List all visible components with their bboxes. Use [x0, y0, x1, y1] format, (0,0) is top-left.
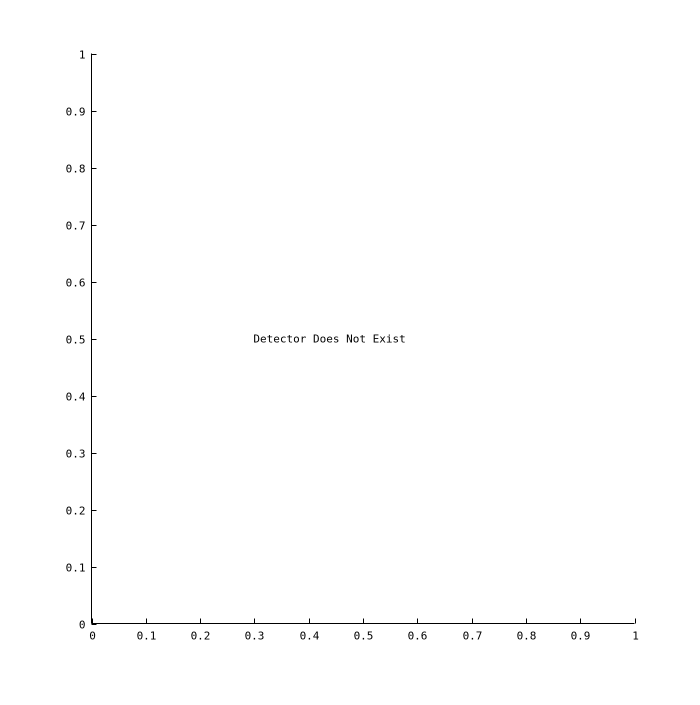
y-tick-label: 0.4	[66, 391, 86, 404]
x-tick-label: 0.7	[463, 630, 483, 643]
y-tick-label: 0.6	[66, 277, 86, 290]
y-tick-label: 0.1	[66, 562, 86, 575]
y-tick-label: 0.9	[66, 106, 86, 119]
y-tick-label: 0.8	[66, 163, 86, 176]
y-tick-label: 0.5	[66, 334, 86, 347]
x-tick-label: 0.9	[571, 630, 591, 643]
y-tick-label: 0.7	[66, 220, 86, 233]
y-tick-label: 1	[79, 49, 86, 62]
x-tick-label: 0.2	[191, 630, 211, 643]
x-tick-label: 0.8	[517, 630, 537, 643]
x-tick-label: 0.1	[137, 630, 157, 643]
x-tick-label: 0	[89, 630, 96, 643]
y-axis-ticks: 0 0.1 0.2 0.3 0.4 0.5 0.6 0.7 0.8 0.9 1	[66, 49, 97, 632]
x-tick-label: 0.6	[408, 630, 428, 643]
annotation-detector-does-not-exist: Detector Does Not Exist	[253, 333, 405, 346]
x-tick-label: 1	[632, 630, 639, 643]
y-tick-label: 0.2	[66, 505, 86, 518]
x-tick-label: 0.3	[245, 630, 265, 643]
x-axis-ticks: 0 0.1 0.2 0.3 0.4 0.5 0.6 0.7 0.8 0.9 1	[89, 618, 639, 643]
annotations: Detector Does Not Exist	[253, 333, 405, 346]
x-tick-label: 0.4	[300, 630, 320, 643]
y-tick-label: 0	[79, 619, 86, 632]
y-tick-label: 0.3	[66, 448, 86, 461]
x-tick-label: 0.5	[354, 630, 374, 643]
